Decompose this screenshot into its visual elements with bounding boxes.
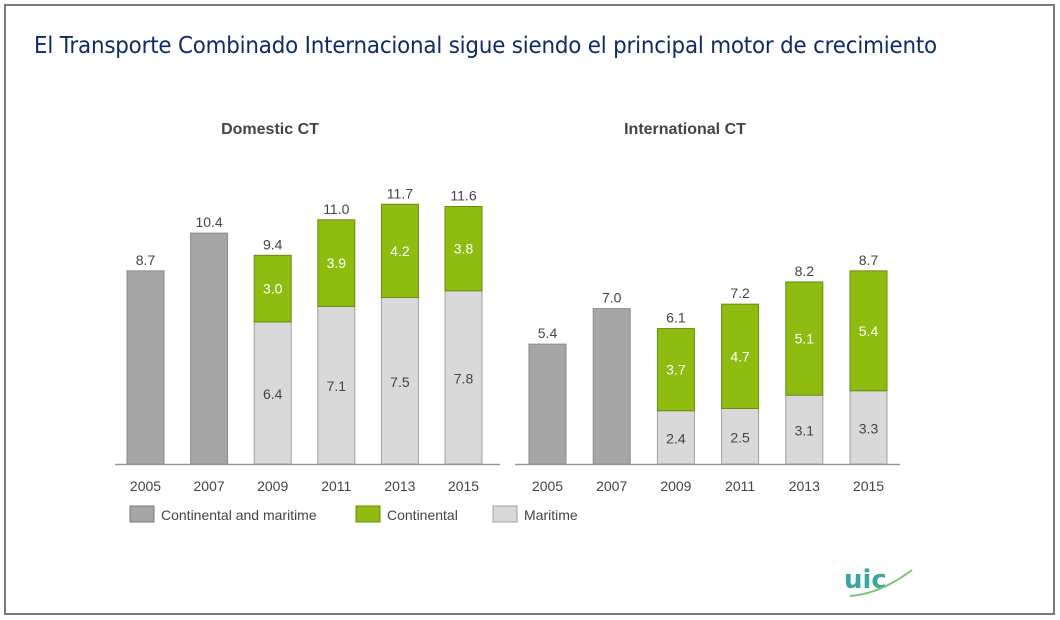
bar-continental-and-maritime (592, 308, 631, 465)
bar-label-maritime: 6.4 (263, 386, 283, 402)
total-label: 9.4 (263, 236, 283, 252)
bar-label-continental: 4.7 (730, 348, 750, 364)
bar-continental (849, 270, 888, 392)
chart-title: International CT (624, 121, 746, 138)
x-tick-label: 2011 (321, 478, 351, 494)
legend-swatch (492, 505, 518, 523)
bar-label-maritime: 7.8 (454, 370, 474, 386)
total-label: 10.4 (195, 214, 222, 230)
x-tick-label: 2013 (789, 478, 820, 494)
bar-maritime (656, 410, 695, 465)
bar-label-maritime: 2.4 (666, 430, 686, 446)
x-tick-label: 2015 (853, 478, 884, 494)
uic-logo: uic (840, 560, 920, 605)
total-label: 8.7 (859, 252, 879, 268)
slide-title: El Transporte Combinado Internacional si… (34, 33, 937, 59)
total-label: 6.1 (666, 310, 686, 326)
total-label: 8.2 (795, 263, 815, 279)
x-tick-label: 2015 (448, 478, 479, 494)
bar-continental (444, 205, 483, 292)
x-tick-label: 2005 (532, 478, 563, 494)
bar-label-continental: 3.0 (263, 281, 283, 297)
x-tick-label: 2011 (725, 478, 755, 494)
legend-label: Maritime (524, 507, 578, 523)
x-tick-label: 2009 (660, 478, 691, 494)
bar-maritime (253, 321, 292, 465)
x-tick-label: 2005 (130, 478, 161, 494)
bar-maritime (444, 290, 483, 465)
bar-label-continental: 3.7 (666, 362, 686, 378)
x-tick-label: 2007 (194, 478, 225, 494)
legend-swatch (355, 505, 381, 523)
bar-continental-and-maritime (126, 270, 165, 465)
total-label: 11.0 (323, 201, 349, 217)
bar-continental-and-maritime (190, 232, 229, 465)
bar-maritime (380, 297, 419, 465)
total-label: 8.7 (136, 252, 156, 268)
bar-label-maritime: 3.3 (859, 420, 879, 436)
bar-label-continental: 5.4 (859, 323, 879, 339)
legend-swatch (129, 505, 155, 523)
bar-label-maritime: 2.5 (730, 429, 750, 445)
bar-maritime (721, 408, 760, 465)
bar-continental (721, 303, 760, 409)
bar-label-maritime: 7.5 (390, 374, 410, 390)
x-tick-label: 2013 (384, 478, 415, 494)
bar-maritime (785, 394, 824, 465)
legend-label: Continental (387, 507, 458, 523)
total-label: 7.0 (602, 290, 622, 306)
bar-label-continental: 3.9 (327, 255, 347, 271)
x-tick-label: 2009 (257, 478, 288, 494)
x-tick-label: 2007 (596, 478, 627, 494)
legend-label: Continental and maritime (161, 507, 317, 523)
bar-label-maritime: 3.1 (795, 423, 815, 439)
bar-continental (380, 203, 419, 298)
bar-continental (656, 328, 695, 412)
bar-maritime (317, 305, 356, 465)
bar-continental (253, 254, 292, 323)
chart-title: Domestic CT (221, 121, 319, 138)
total-label: 11.6 (450, 187, 476, 203)
bar-label-maritime: 7.1 (327, 378, 347, 394)
bar-continental (785, 281, 824, 396)
bar-continental (317, 219, 356, 307)
bar-continental-and-maritime (528, 343, 567, 465)
bar-label-continental: 4.2 (390, 243, 410, 259)
total-label: 11.7 (387, 185, 413, 201)
total-label: 7.2 (730, 285, 750, 301)
bar-label-continental: 3.8 (454, 241, 474, 257)
total-label: 5.4 (538, 325, 558, 341)
slide-frame (4, 4, 1055, 615)
logo-text: uic (844, 565, 887, 595)
bar-label-continental: 5.1 (795, 331, 815, 347)
